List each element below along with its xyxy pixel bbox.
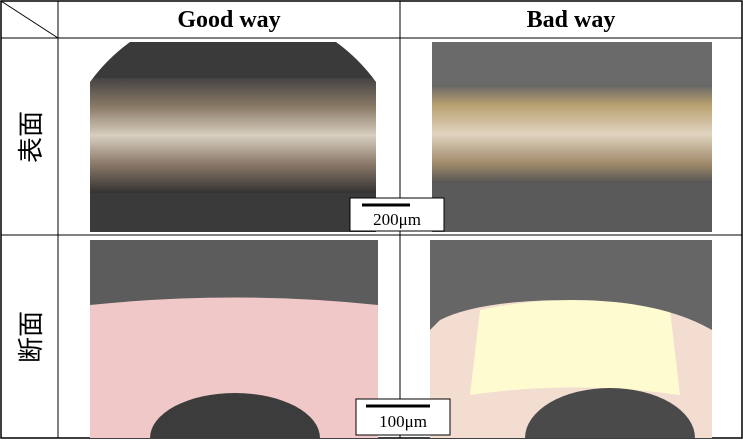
scale-bar: 200μm xyxy=(349,197,445,232)
row-label: 表面 xyxy=(17,111,47,163)
column-header: Good way xyxy=(177,7,280,33)
scale-bar: 100μm xyxy=(355,398,451,436)
scale-label: 100μm xyxy=(379,412,427,431)
surface-bad-image xyxy=(432,42,712,232)
surface-good-image xyxy=(90,42,376,232)
cross-good-image xyxy=(90,240,378,438)
row-label: 断面 xyxy=(17,311,47,363)
cross-bad-image xyxy=(430,240,712,438)
scale-label: 200μm xyxy=(373,210,421,229)
column-header: Bad way xyxy=(527,7,616,33)
